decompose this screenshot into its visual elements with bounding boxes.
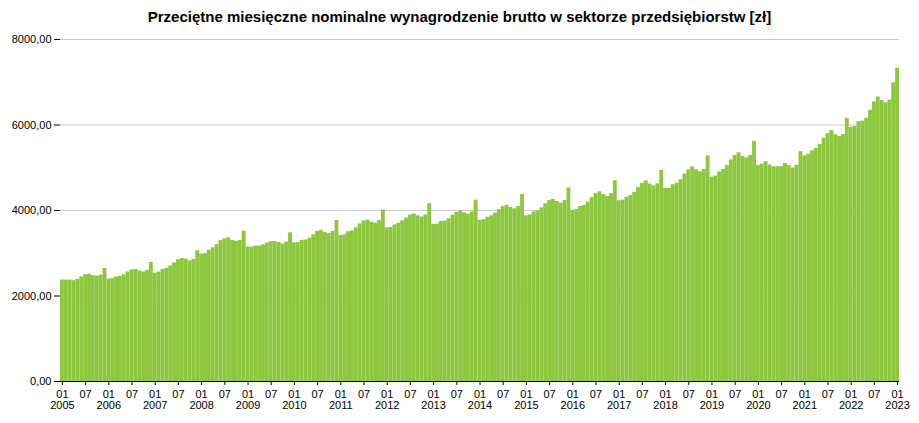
svg-text:07: 07 [358, 388, 370, 400]
svg-text:07: 07 [265, 388, 277, 400]
svg-text:07: 07 [590, 388, 602, 400]
svg-text:07: 07 [543, 388, 555, 400]
svg-text:07: 07 [219, 388, 231, 400]
svg-text:012008: 012008 [189, 388, 213, 411]
svg-text:012022: 012022 [839, 388, 863, 411]
svg-text:012018: 012018 [653, 388, 677, 411]
svg-text:012014: 012014 [468, 388, 492, 411]
svg-text:012019: 012019 [700, 388, 724, 411]
svg-text:012020: 012020 [746, 388, 770, 411]
svg-text:012021: 012021 [793, 388, 817, 411]
svg-text:012023: 012023 [885, 388, 909, 411]
svg-text:012012: 012012 [375, 388, 399, 411]
svg-text:012011: 012011 [329, 388, 353, 411]
svg-text:07: 07 [822, 388, 834, 400]
svg-text:012006: 012006 [97, 388, 121, 411]
svg-text:07: 07 [451, 388, 463, 400]
svg-text:012013: 012013 [421, 388, 445, 411]
svg-text:07: 07 [80, 388, 92, 400]
svg-text:07: 07 [868, 388, 880, 400]
svg-text:012015: 012015 [514, 388, 538, 411]
svg-text:012010: 012010 [282, 388, 306, 411]
svg-text:4000,00: 4000,00 [12, 204, 52, 216]
svg-text:012007: 012007 [143, 388, 167, 411]
svg-text:012005: 012005 [50, 388, 74, 411]
svg-text:07: 07 [172, 388, 184, 400]
svg-text:2000,00: 2000,00 [12, 290, 52, 302]
svg-text:8000,00: 8000,00 [12, 33, 52, 45]
svg-text:07: 07 [126, 388, 138, 400]
svg-text:0,00: 0,00 [30, 375, 51, 387]
svg-text:012017: 012017 [607, 388, 631, 411]
svg-text:012016: 012016 [561, 388, 585, 411]
svg-text:6000,00: 6000,00 [12, 119, 52, 131]
svg-text:07: 07 [729, 388, 741, 400]
svg-text:07: 07 [311, 388, 323, 400]
svg-text:07: 07 [636, 388, 648, 400]
svg-text:012009: 012009 [236, 388, 260, 411]
html-text:Przeciętne miesięczne nominaln: Przeciętne miesięczne nominalne wynagrod… [147, 8, 772, 25]
svg-text:07: 07 [775, 388, 787, 400]
svg-text:07: 07 [683, 388, 695, 400]
svg-text:07: 07 [497, 388, 509, 400]
svg-text:07: 07 [404, 388, 416, 400]
